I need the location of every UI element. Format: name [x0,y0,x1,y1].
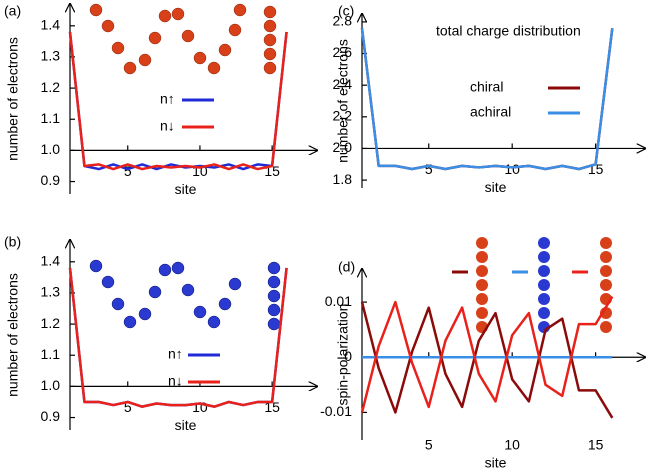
panel-label: (c) [338,3,354,19]
molecule-illustration [89,259,281,331]
y-tick-label: 2.6 [333,44,353,60]
legend-label: n↑ [168,346,183,362]
y-axis-label: number of electrons [335,39,351,163]
legend-label: chiral [470,79,503,95]
y-axis-label: spin-polarization [335,304,351,406]
y-tick-label: 2.4 [333,76,353,92]
y-tick-label: 0.01 [325,293,352,309]
y-tick-label: 1.0 [41,141,61,157]
series-line [360,301,614,419]
y-tick-label: -0.01 [320,403,352,419]
x-axis-label: site [485,179,507,195]
y-axis-label: number of electrons [5,37,21,161]
x-tick-label: 5 [425,161,433,177]
molecule-illustration [476,237,612,333]
x-tick-label: 5 [124,163,132,179]
y-tick-label: 1.0 [41,377,61,393]
y-tick-label: 0.9 [41,408,61,424]
legend-label: n↓ [168,373,183,389]
y-tick-label: 2.2 [333,108,353,124]
x-axis-label: site [485,455,507,471]
panel-label: (a) [4,3,21,19]
y-tick-label: 1.3 [41,48,61,64]
x-axis-label: site [175,181,197,197]
y-tick-label: 2.8 [333,13,353,29]
series-line [360,295,614,413]
annotation: total charge distribution [436,23,581,39]
x-tick-label: 10 [504,161,520,177]
panel-label: (b) [4,234,21,250]
series-line [68,267,288,408]
y-tick-label: 1.4 [41,253,61,269]
series-line [68,31,288,171]
y-tick-label: 1.3 [41,284,61,300]
y-tick-label: 0.9 [41,172,61,188]
y-tick-label: 1.4 [41,17,61,33]
y-tick-label: 1.2 [41,79,61,95]
y-tick-label: 0 [344,348,352,364]
x-axis-label: site [175,417,197,433]
x-tick-label: 15 [588,437,604,453]
legend-label: n↑ [160,91,175,107]
y-axis-label: number of electrons [5,273,21,397]
molecule-illustration [89,3,277,75]
x-tick-label: 10 [504,437,520,453]
legend-label: n↓ [160,118,175,134]
y-tick-label: 2.0 [333,139,353,155]
x-tick-label: 5 [425,437,433,453]
x-tick-label: 5 [124,399,132,415]
legend-label: achiral [470,104,511,120]
y-tick-label: 1.1 [41,346,61,362]
y-tick-label: 1.2 [41,315,61,331]
series-line [68,31,288,171]
panel-label: (d) [338,259,355,275]
x-tick-label: 10 [192,399,208,415]
series-line [360,28,614,171]
y-tick-label: 1.8 [333,171,353,187]
y-tick-label: 1.1 [41,110,61,126]
